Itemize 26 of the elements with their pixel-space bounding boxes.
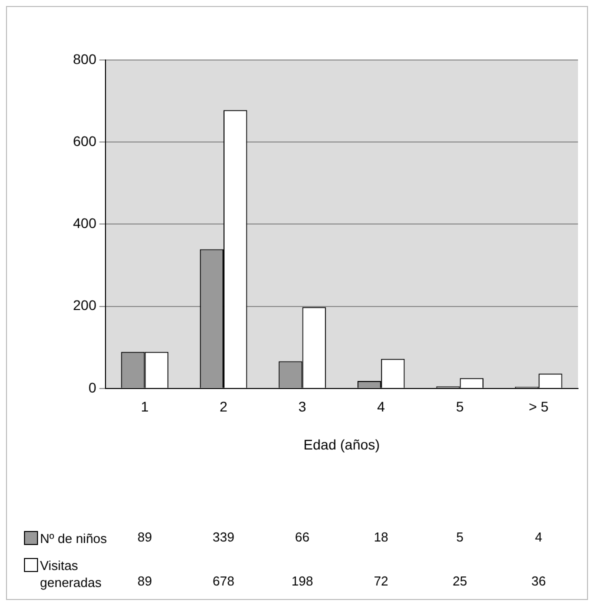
- x-tick-label: 4: [377, 398, 386, 415]
- data-label: 339: [212, 530, 234, 545]
- data-label: 4: [534, 530, 542, 545]
- x-tick-label: 5: [456, 398, 464, 415]
- y-tick-label: 800: [73, 50, 97, 67]
- x-tick-label: > 5: [528, 398, 549, 415]
- data-label: 5: [456, 530, 464, 545]
- x-tick-label: 2: [220, 398, 228, 415]
- x-tick-label: 3: [298, 398, 306, 415]
- data-label: 198: [291, 574, 314, 589]
- legend-label: Nº de niños: [40, 530, 108, 547]
- x-axis-title: Edad (años): [304, 436, 380, 452]
- data-label: 89: [138, 574, 152, 589]
- data-label: 36: [531, 574, 546, 589]
- data-label: 18: [374, 530, 388, 545]
- y-tick-label: 400: [73, 215, 97, 232]
- y-tick-label: 200: [73, 297, 97, 314]
- y-tick-label: 600: [73, 132, 97, 149]
- x-tick-label: 1: [140, 398, 149, 415]
- data-label: 72: [374, 574, 388, 589]
- y-tick-label: 0: [88, 379, 97, 396]
- data-label: 678: [212, 574, 234, 589]
- data-label: 89: [138, 530, 152, 545]
- data-label: 66: [295, 530, 310, 545]
- data-label: 25: [452, 574, 468, 589]
- legend-label: Visitas generadas: [40, 557, 102, 591]
